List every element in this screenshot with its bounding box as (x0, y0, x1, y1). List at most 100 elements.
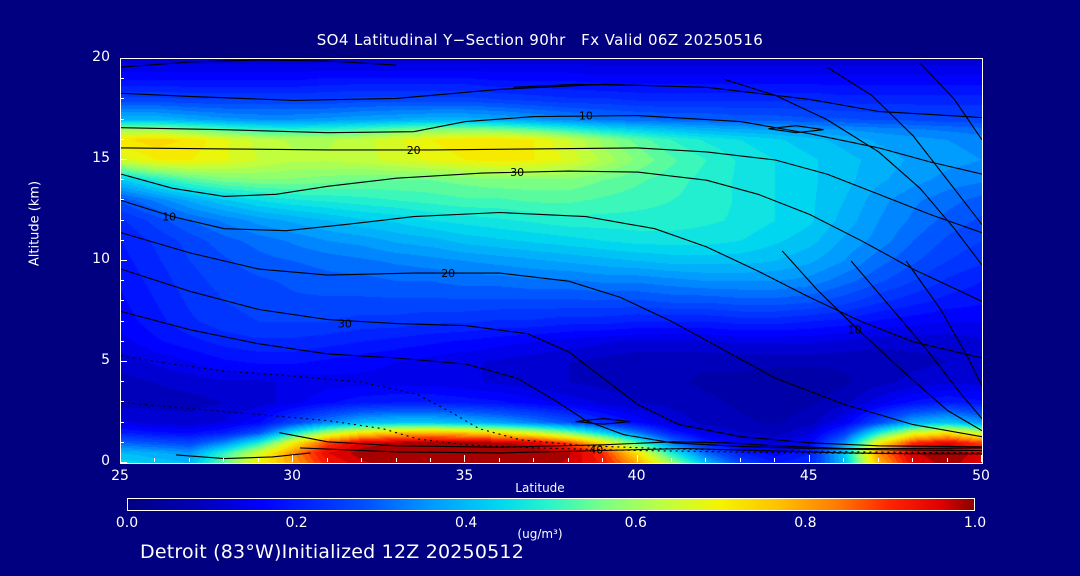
contour-label: 10 (848, 324, 862, 337)
contour-line (768, 125, 824, 134)
y-tick-mark-minor (120, 138, 124, 140)
contour-label: 40 (589, 443, 603, 456)
colorbar-tick-label: 0.4 (455, 515, 478, 531)
y-axis-title: Altitude (km) (27, 180, 43, 267)
y-tick-mark (120, 462, 127, 463)
contour-line (121, 170, 982, 302)
y-tick-mark (120, 159, 127, 160)
footer-label: Detroit (83°W)Initialized 12Z 20250512 (140, 541, 525, 563)
y-tick-mark-minor (120, 219, 124, 221)
y-tick-label: 10 (92, 251, 110, 267)
y-tick-mark-minor (120, 239, 124, 241)
y-tick-mark (120, 58, 127, 59)
y-tick-mark-minor (120, 320, 124, 322)
contour-line (121, 199, 982, 359)
colorbar-container (127, 498, 975, 511)
x-tick-mark (292, 455, 294, 462)
x-tick-mark-minor (361, 458, 363, 462)
x-tick-mark (464, 455, 466, 462)
contour-line (723, 78, 982, 266)
x-tick-mark-minor (705, 458, 707, 462)
colorbar-units-label: (ug/m³) (517, 527, 563, 541)
contour-line (919, 62, 982, 141)
contour-line (826, 66, 982, 225)
y-tick-mark-minor (120, 441, 124, 443)
contour-line (121, 147, 982, 234)
x-tick-mark-minor (843, 458, 845, 462)
contour-line (121, 355, 982, 454)
contour-line (300, 447, 982, 455)
y-tick-mark-minor (120, 381, 124, 383)
y-tick-label: 15 (92, 150, 110, 166)
contour-label: 30 (510, 166, 524, 179)
y-tick-mark-minor (120, 179, 124, 181)
colorbar-tick-label: 1.0 (963, 515, 987, 531)
plot-area: 10 20 30 10 20 30 10 40 (120, 58, 983, 464)
colorbar-tick-label: 0.2 (285, 515, 308, 531)
y-tick-mark (120, 260, 127, 261)
colorbar-tick-label: 0.8 (794, 515, 817, 531)
x-tick-mark (120, 455, 121, 462)
y-tick-mark-minor (120, 280, 124, 282)
contour-label: 20 (441, 267, 455, 280)
y-tick-mark-minor (120, 340, 124, 342)
x-tick-mark-minor (567, 458, 569, 462)
x-axis-title: Latitude (515, 481, 565, 495)
x-tick-mark-minor (188, 458, 190, 462)
x-tick-mark (808, 455, 810, 462)
x-tick-mark-minor (498, 458, 500, 462)
y-tick-mark-minor (120, 199, 124, 201)
chart-title: SO4 Latitudinal Y−Section 90hr Fx Valid … (316, 31, 764, 49)
contour-line (176, 452, 311, 460)
contour-line (121, 59, 397, 68)
x-tick-mark-minor (912, 458, 914, 462)
x-tick-mark-minor (877, 458, 879, 462)
x-tick-mark-minor (671, 458, 673, 462)
contour-line (513, 83, 638, 88)
contour-line (781, 250, 982, 432)
contour-line (121, 83, 982, 119)
y-tick-label: 0 (101, 453, 110, 469)
contour-label: 20 (407, 144, 421, 157)
colorbar-tick-label: 0.0 (115, 515, 139, 531)
x-tick-mark-minor (326, 458, 328, 462)
contour-line (121, 310, 982, 452)
colorbar-tick-label: 0.6 (624, 515, 647, 531)
y-tick-mark-minor (120, 421, 124, 423)
x-tick-mark-minor (602, 458, 604, 462)
colorbar-gradient (127, 498, 975, 511)
x-tick-mark-minor (533, 458, 535, 462)
x-tick-mark-minor (154, 458, 156, 462)
x-tick-mark-minor (739, 458, 741, 462)
contour-line (121, 232, 982, 438)
x-tick-label: 45 (799, 468, 818, 484)
y-tick-label: 5 (101, 352, 110, 368)
contour-label: 30 (338, 318, 352, 331)
contour-line (121, 268, 982, 448)
y-tick-mark (120, 361, 127, 362)
y-tick-mark-minor (120, 300, 124, 302)
x-tick-mark-minor (395, 458, 397, 462)
x-tick-mark-minor (774, 458, 776, 462)
contour-line (575, 418, 631, 425)
x-tick-label: 35 (455, 468, 474, 484)
x-tick-label: 50 (972, 468, 990, 484)
contour-line (279, 432, 982, 450)
contour-label: 10 (162, 211, 176, 224)
y-tick-mark-minor (120, 78, 124, 80)
y-tick-label: 20 (92, 49, 110, 65)
x-tick-label: 30 (283, 468, 302, 484)
contour-line (121, 115, 982, 175)
y-tick-mark-minor (120, 118, 124, 120)
x-tick-label: 40 (627, 468, 646, 484)
x-tick-mark-minor (257, 458, 259, 462)
contour-label: 10 (579, 110, 593, 123)
x-tick-mark-minor (429, 458, 431, 462)
contour-overlay: 10 20 30 10 20 30 10 40 (121, 59, 982, 460)
x-tick-mark-minor (946, 458, 948, 462)
contour-line (121, 401, 982, 455)
y-tick-mark-minor (120, 98, 124, 100)
y-tick-mark-minor (120, 401, 124, 403)
x-tick-label: 25 (111, 468, 129, 484)
